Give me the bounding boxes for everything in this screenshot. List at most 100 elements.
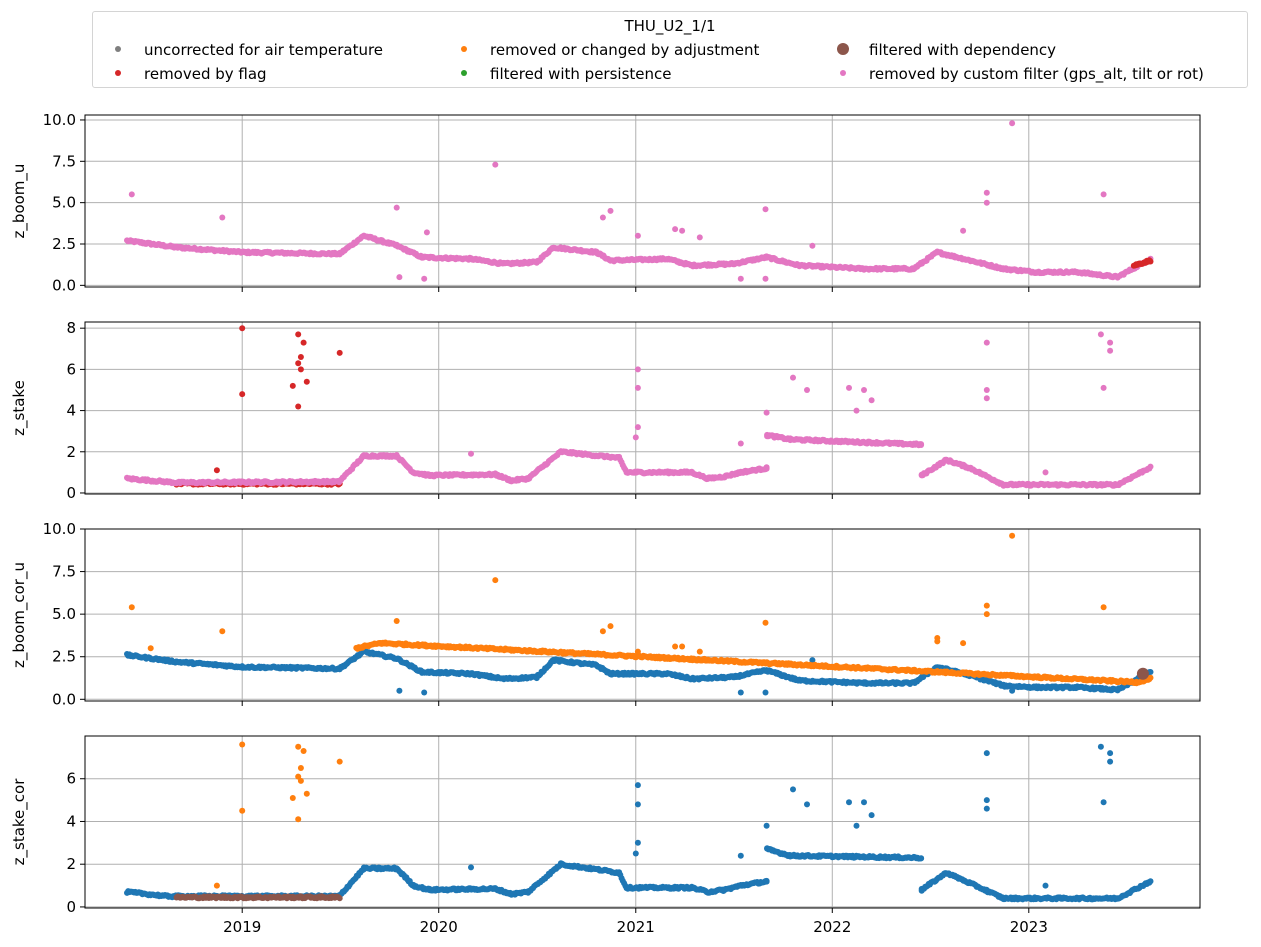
data-point	[846, 384, 852, 391]
data-point	[737, 689, 744, 696]
data-point	[128, 191, 135, 198]
series-corrected	[124, 743, 1154, 903]
y-tick-label: 2	[66, 855, 76, 873]
data-point	[423, 229, 430, 236]
y-tick-label: 6	[66, 770, 76, 788]
data-point	[696, 234, 703, 241]
y-axis-label: z_stake	[10, 380, 29, 436]
data-point	[599, 214, 606, 221]
data-point	[868, 397, 875, 404]
y-tick-label: 5.0	[52, 605, 76, 623]
data-point	[396, 687, 403, 694]
data-point	[634, 839, 641, 846]
y-axis-label: z_boom_u	[10, 164, 29, 239]
y-tick-label: 0.0	[52, 276, 76, 294]
data-point	[672, 643, 679, 650]
data-point	[853, 407, 860, 414]
data-point	[634, 232, 641, 239]
data-point	[983, 750, 990, 757]
data-point	[393, 618, 400, 624]
series-removed-or-changed-by-adjustment	[128, 532, 1154, 687]
data-point	[1147, 878, 1154, 885]
legend-label: removed by custom filter (gps_alt, tilt …	[869, 65, 1204, 83]
data-point	[983, 602, 990, 609]
data-layer	[124, 325, 1154, 489]
series-removed-or-changed-by-adjustment	[213, 741, 343, 889]
data-point	[696, 648, 703, 655]
data-point	[918, 442, 925, 448]
data-point	[128, 604, 135, 611]
series-filtered-with-dependency	[1136, 667, 1149, 680]
data-point	[762, 275, 769, 282]
data-point	[804, 801, 810, 808]
y-tick-label: 2.5	[52, 235, 76, 253]
data-point	[289, 382, 296, 389]
data-point	[1107, 750, 1114, 757]
axes-frame	[84, 528, 1201, 702]
data-point	[1147, 463, 1154, 470]
data-point	[599, 628, 606, 635]
data-point	[918, 855, 925, 862]
data-point	[336, 349, 343, 356]
data-point	[300, 339, 307, 346]
data-point	[679, 643, 686, 650]
data-point	[1009, 687, 1016, 694]
data-point	[1147, 258, 1154, 265]
legend-marker	[115, 70, 121, 76]
data-point	[1100, 191, 1107, 198]
data-point	[634, 366, 641, 373]
axes-frame	[84, 114, 1201, 288]
series-removed-by-flag	[173, 325, 343, 488]
data-point	[297, 366, 304, 373]
data-point	[303, 378, 310, 385]
legend-label: uncorrected for air temperature	[144, 41, 384, 59]
data-point	[297, 777, 304, 784]
axes-frame	[84, 321, 1201, 495]
data-point	[492, 161, 499, 168]
data-point	[1100, 799, 1107, 806]
data-point	[295, 773, 302, 780]
data-point	[396, 274, 403, 281]
data-point	[393, 204, 400, 211]
data-point	[983, 797, 990, 804]
data-layer	[124, 741, 1154, 903]
data-point	[846, 799, 852, 806]
series-removed-by-custom-filter-gps-alt-tilt-or-rot-	[124, 331, 1154, 489]
data-point	[1147, 674, 1154, 681]
legend-label: removed by flag	[144, 65, 267, 83]
data-point	[737, 440, 744, 447]
legend-marker	[461, 46, 467, 52]
legend-label: removed or changed by adjustment	[490, 41, 760, 59]
x-tick-label: 2020	[420, 918, 458, 936]
data-point	[1042, 882, 1049, 889]
legend-label: filtered with persistence	[490, 65, 672, 83]
x-tick-label: 2021	[617, 918, 655, 936]
data-point	[809, 242, 816, 249]
x-tick-label: 2019	[223, 918, 261, 936]
y-tick-label: 10.0	[43, 111, 76, 129]
data-point	[983, 395, 990, 402]
y-axis-label: z_boom_cor_u	[10, 562, 29, 668]
data-point	[213, 882, 220, 889]
y-tick-label: 4	[66, 812, 76, 830]
data-point	[1097, 331, 1104, 338]
data-point	[762, 689, 769, 696]
y-tick-label: 10.0	[43, 520, 76, 538]
x-tick-label: 2023	[1010, 918, 1048, 936]
data-point	[336, 895, 343, 902]
data-point	[295, 816, 302, 823]
data-point	[763, 822, 770, 829]
data-point	[861, 387, 867, 393]
data-point	[853, 822, 860, 829]
data-point	[983, 805, 990, 812]
data-point	[336, 758, 343, 765]
data-point	[239, 391, 246, 398]
data-point	[679, 227, 686, 234]
y-tick-label: 0.0	[52, 690, 76, 708]
data-point	[1009, 532, 1016, 539]
data-point	[607, 623, 614, 630]
data-point	[213, 467, 220, 474]
data-point	[763, 464, 770, 471]
data-point	[421, 689, 428, 696]
